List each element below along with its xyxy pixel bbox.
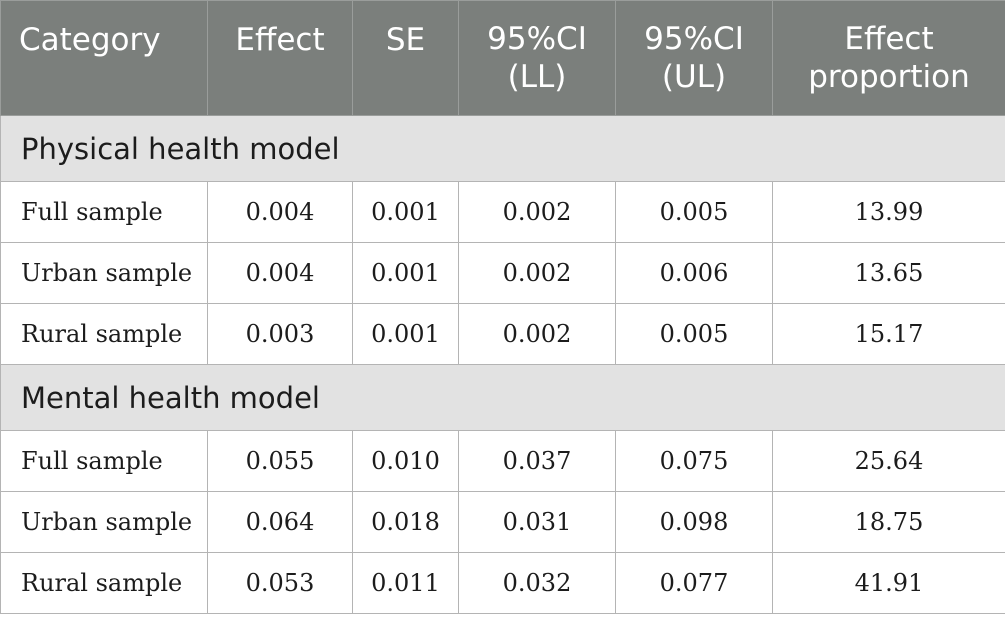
cell-ci-ll: 0.002 — [458, 181, 616, 243]
cell-se: 0.001 — [352, 181, 459, 243]
header-effect: Effect — [207, 0, 353, 116]
cell-effect: 0.053 — [207, 552, 353, 614]
table-header: Category Effect SE 95%CI (LL) 95%CI (UL)… — [0, 0, 1005, 116]
cell-category: Rural sample — [0, 303, 208, 365]
cell-ci-ll: 0.002 — [458, 242, 616, 304]
table-row: Rural sample 0.003 0.001 0.002 0.005 15.… — [0, 303, 1005, 365]
cell-ci-ul: 0.005 — [615, 303, 773, 365]
cell-se: 0.010 — [352, 430, 459, 492]
table-row: Urban sample 0.004 0.001 0.002 0.006 13.… — [0, 242, 1005, 304]
cell-effect-proportion: 25.64 — [772, 430, 1005, 492]
header-row: Category Effect SE 95%CI (LL) 95%CI (UL)… — [0, 0, 1005, 116]
section-title: Mental health model — [0, 364, 1005, 431]
header-effect-proportion-line2: proportion — [808, 59, 970, 95]
cell-ci-ul: 0.077 — [615, 552, 773, 614]
section-title: Physical health model — [0, 115, 1005, 182]
table-row: Full sample 0.055 0.010 0.037 0.075 25.6… — [0, 430, 1005, 492]
cell-se: 0.001 — [352, 303, 459, 365]
cell-effect-proportion: 18.75 — [772, 491, 1005, 553]
cell-effect: 0.004 — [207, 242, 353, 304]
cell-effect-proportion: 41.91 — [772, 552, 1005, 614]
header-effect-proportion: Effect proportion — [772, 0, 1005, 116]
cell-ci-ul: 0.098 — [615, 491, 773, 553]
section-header-mental: Mental health model — [0, 364, 1005, 431]
table-row: Rural sample 0.053 0.011 0.032 0.077 41.… — [0, 552, 1005, 614]
header-ci-ul-line1: 95%CI — [644, 21, 744, 57]
cell-ci-ll: 0.002 — [458, 303, 616, 365]
cell-se: 0.001 — [352, 242, 459, 304]
cell-se: 0.018 — [352, 491, 459, 553]
cell-ci-ll: 0.031 — [458, 491, 616, 553]
header-se: SE — [352, 0, 459, 116]
mediation-effects-table: Category Effect SE 95%CI (LL) 95%CI (UL)… — [0, 0, 1005, 614]
cell-ci-ll: 0.032 — [458, 552, 616, 614]
table-row: Urban sample 0.064 0.018 0.031 0.098 18.… — [0, 491, 1005, 553]
header-category: Category — [0, 0, 208, 116]
header-ci-ll-line1: 95%CI — [487, 21, 587, 57]
cell-ci-ul: 0.005 — [615, 181, 773, 243]
header-ci-ll: 95%CI (LL) — [458, 0, 616, 116]
cell-effect-proportion: 13.65 — [772, 242, 1005, 304]
cell-category: Urban sample — [0, 242, 208, 304]
cell-ci-ul: 0.006 — [615, 242, 773, 304]
cell-effect-proportion: 13.99 — [772, 181, 1005, 243]
cell-ci-ul: 0.075 — [615, 430, 773, 492]
section-header-physical: Physical health model — [0, 115, 1005, 182]
header-ci-ul: 95%CI (UL) — [615, 0, 773, 116]
cell-category: Urban sample — [0, 491, 208, 553]
header-ci-ll-line2: (LL) — [507, 59, 567, 95]
cell-category: Full sample — [0, 181, 208, 243]
cell-effect: 0.064 — [207, 491, 353, 553]
cell-effect: 0.055 — [207, 430, 353, 492]
header-effect-proportion-line1: Effect — [844, 21, 934, 57]
cell-ci-ll: 0.037 — [458, 430, 616, 492]
header-ci-ul-line2: (UL) — [661, 59, 727, 95]
cell-se: 0.011 — [352, 552, 459, 614]
table-body: Physical health model Full sample 0.004 … — [0, 115, 1005, 614]
cell-effect: 0.004 — [207, 181, 353, 243]
cell-category: Full sample — [0, 430, 208, 492]
cell-effect-proportion: 15.17 — [772, 303, 1005, 365]
cell-category: Rural sample — [0, 552, 208, 614]
table-row: Full sample 0.004 0.001 0.002 0.005 13.9… — [0, 181, 1005, 243]
cell-effect: 0.003 — [207, 303, 353, 365]
